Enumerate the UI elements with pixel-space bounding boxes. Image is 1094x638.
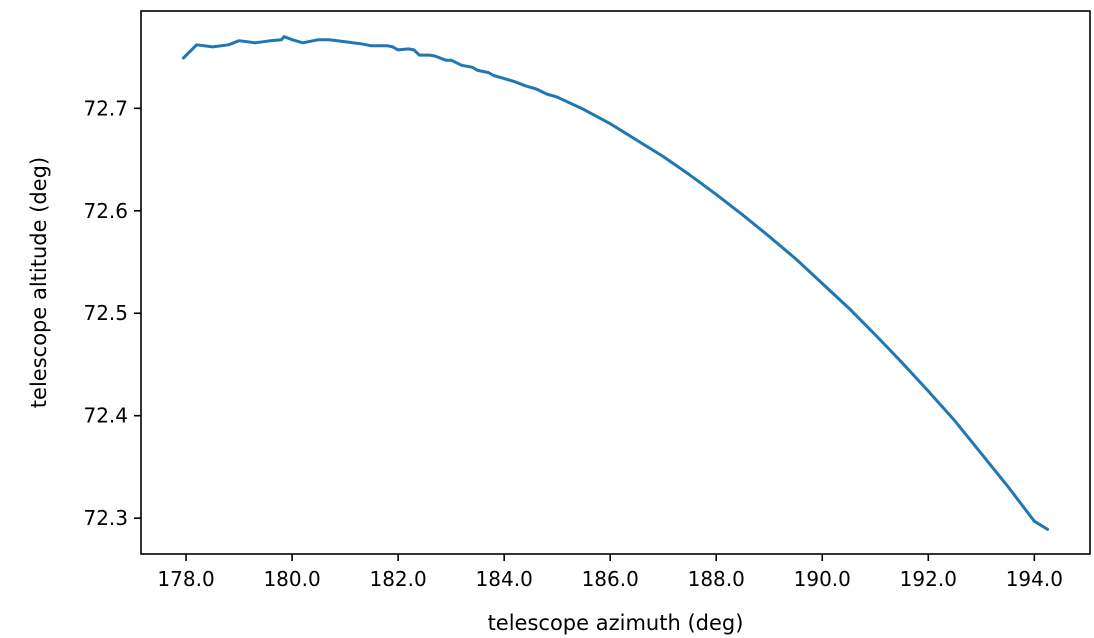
- x-tick-label: 178.0: [157, 567, 214, 591]
- x-tick-label: 190.0: [794, 567, 851, 591]
- y-tick-label: 72.4: [83, 404, 128, 428]
- x-tick-label: 184.0: [476, 567, 533, 591]
- series-line: [181, 35, 1050, 531]
- plot-frame: [140, 10, 1091, 555]
- x-tick-label: 188.0: [688, 567, 745, 591]
- x-ticks: 178.0 180.0 182.0 184.0 186.0 188.0 190.0 192.0…: [157, 554, 1063, 591]
- y-tick-label: 72.6: [83, 199, 128, 223]
- x-tick-label: 186.0: [582, 567, 639, 591]
- x-tick-label: 194.0: [1006, 567, 1063, 591]
- y-axis-label: telescope altitude (deg): [27, 157, 51, 408]
- x-tick-label: 180.0: [263, 567, 320, 591]
- y-tick-label: 72.5: [83, 301, 128, 325]
- y-tick-label: 72.7: [83, 96, 128, 120]
- y-tick-label: 72.3: [83, 506, 128, 530]
- x-tick-label: 192.0: [900, 567, 957, 591]
- y-ticks: 72.3 72.4 72.5 72.6 72.7: [83, 96, 141, 530]
- x-axis-label: telescope azimuth (deg): [488, 611, 744, 635]
- x-tick-label: 182.0: [369, 567, 426, 591]
